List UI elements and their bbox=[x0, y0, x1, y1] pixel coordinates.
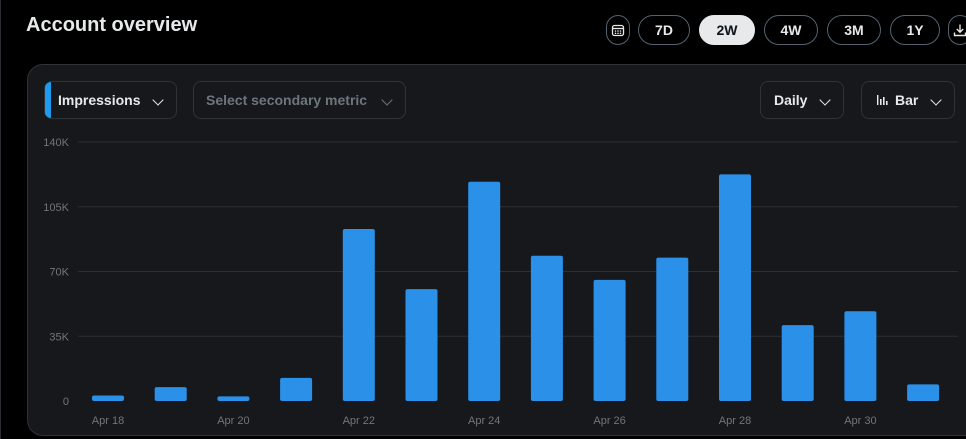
chart-bar bbox=[656, 257, 689, 401]
x-tick-label: Apr 26 bbox=[593, 415, 625, 427]
secondary-metric-dropdown[interactable]: Select secondary metric bbox=[193, 81, 406, 119]
y-tick-label: 105K bbox=[43, 202, 69, 214]
y-tick-label: 70K bbox=[49, 267, 69, 279]
range-4w[interactable]: 4W bbox=[764, 15, 818, 45]
x-tick-label: Apr 24 bbox=[468, 415, 500, 427]
calendar-icon bbox=[611, 24, 625, 37]
interval-dropdown[interactable]: Daily bbox=[760, 81, 844, 119]
bar-chart-icon bbox=[877, 95, 888, 105]
range-1y[interactable]: 1Y bbox=[890, 15, 940, 45]
chart-bar bbox=[844, 311, 877, 401]
range-7d[interactable]: 7D bbox=[638, 15, 690, 45]
x-tick-label: Apr 28 bbox=[719, 415, 751, 427]
download-button[interactable] bbox=[948, 15, 966, 45]
chart-bar bbox=[907, 384, 940, 401]
chart-bar bbox=[154, 387, 187, 401]
range-3m[interactable]: 3M bbox=[827, 15, 881, 45]
secondary-metric-placeholder: Select secondary metric bbox=[206, 92, 368, 108]
range-2w[interactable]: 2W bbox=[699, 15, 755, 45]
page-title: Account overview bbox=[26, 14, 198, 36]
chart-type-label: Bar bbox=[895, 92, 919, 108]
chart-bar bbox=[92, 395, 124, 401]
calendar-button[interactable] bbox=[606, 15, 630, 45]
chart-bar bbox=[342, 228, 375, 401]
chart-type-dropdown[interactable]: Bar bbox=[861, 81, 955, 119]
chart-bar bbox=[280, 377, 313, 401]
x-tick-label: Apr 30 bbox=[844, 415, 876, 427]
y-tick-label: 0 bbox=[63, 396, 69, 408]
chart-bar bbox=[217, 396, 250, 401]
chart-bar bbox=[468, 181, 501, 401]
primary-metric-label: Impressions bbox=[58, 92, 141, 108]
x-tick-label: Apr 18 bbox=[92, 415, 124, 427]
chart-bar bbox=[593, 279, 626, 401]
interval-label: Daily bbox=[774, 92, 808, 108]
y-tick-label: 140K bbox=[43, 137, 69, 149]
chart-bar bbox=[405, 289, 438, 401]
left-border bbox=[0, 0, 1, 439]
x-tick-label: Apr 20 bbox=[217, 415, 249, 427]
y-tick-label: 35K bbox=[49, 331, 69, 343]
chart-bar bbox=[781, 325, 814, 401]
chart-bar bbox=[719, 174, 751, 401]
primary-metric-dropdown[interactable]: Impressions bbox=[44, 81, 177, 119]
chart-bar bbox=[530, 255, 563, 401]
x-tick-label: Apr 22 bbox=[343, 415, 375, 427]
metric-accent bbox=[45, 82, 51, 118]
